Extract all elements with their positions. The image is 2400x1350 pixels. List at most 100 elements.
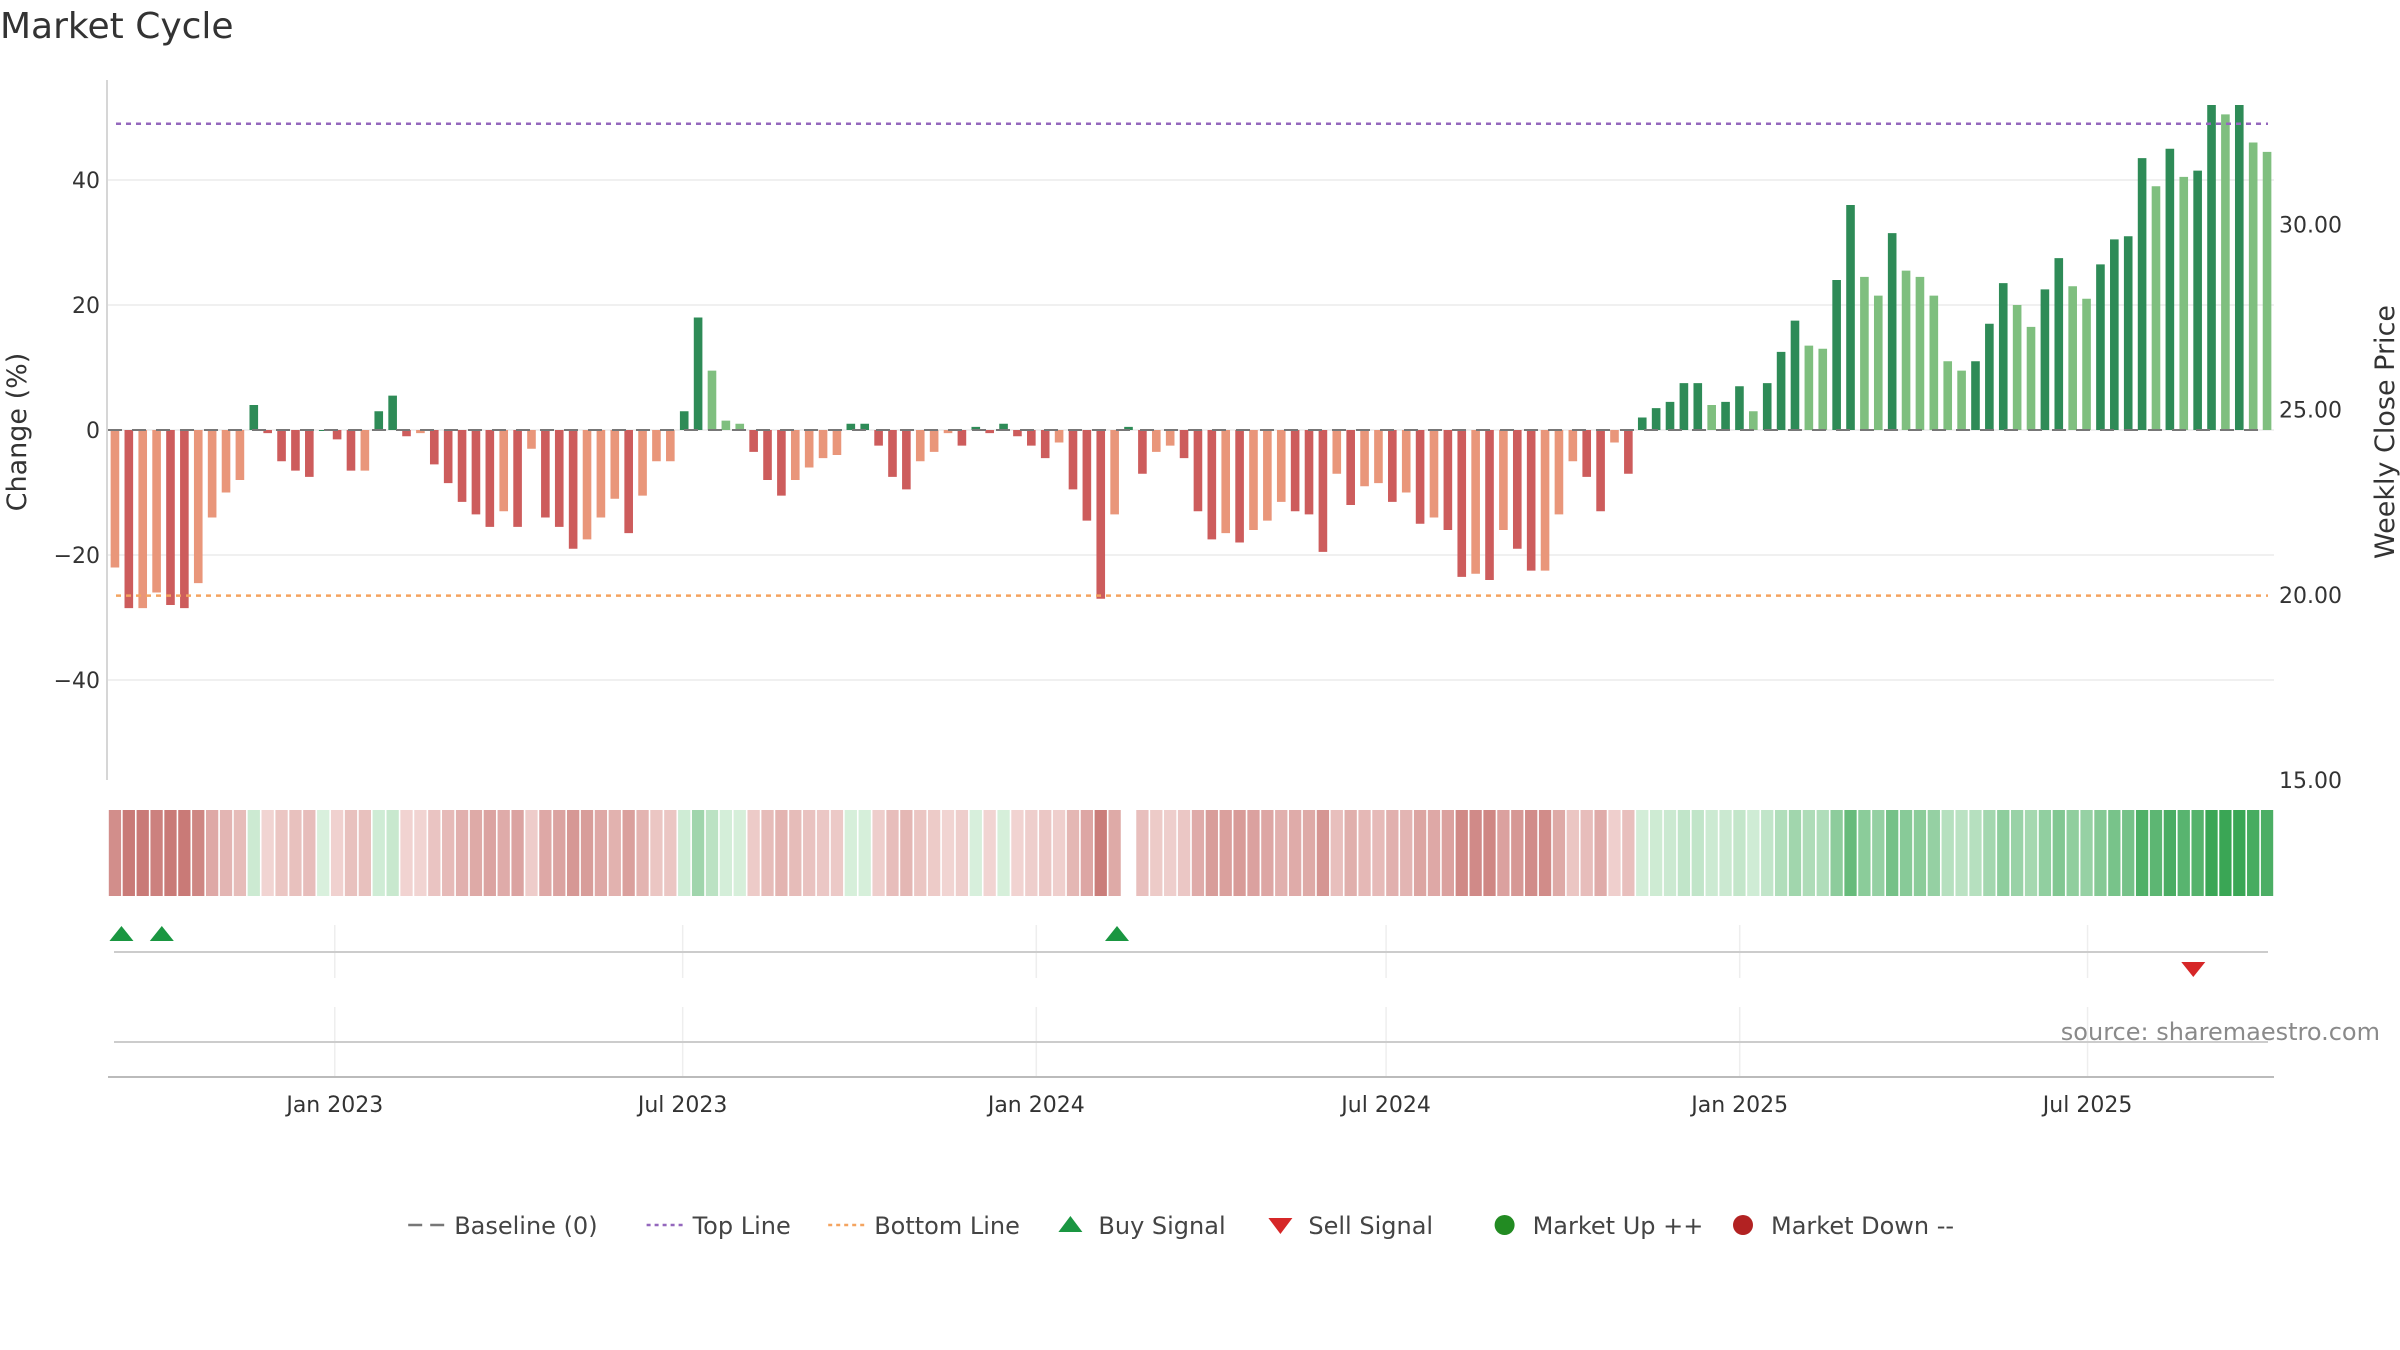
change-bar: [915, 430, 925, 462]
momentum-heat-strip: [108, 810, 2274, 896]
heat-cell: [1886, 810, 1899, 896]
heat-cell: [1177, 810, 1191, 896]
heat-cell: [1733, 810, 1746, 896]
heat-cell: [344, 810, 358, 896]
heat-cell: [1872, 810, 1885, 896]
change-bar: [2165, 148, 2175, 430]
heat-cell: [636, 810, 649, 896]
heat-cell: [650, 810, 663, 896]
heat-cell: [511, 810, 524, 896]
heat-cell: [1997, 810, 2010, 896]
change-bar: [416, 430, 425, 434]
change-bar: [235, 430, 245, 480]
change-bar: [1471, 430, 1480, 574]
heat-cell: [1275, 810, 1288, 896]
right-tick-label: 15.00: [2279, 769, 2342, 794]
heat-cell: [2260, 810, 2274, 896]
heat-cell: [955, 810, 969, 896]
change-bar: [180, 430, 189, 609]
change-bar: [1165, 430, 1175, 446]
heat-cell: [1191, 810, 1205, 896]
heat-cell: [358, 810, 371, 896]
reference-lines: [108, 122, 2268, 597]
change-bar: [527, 430, 536, 449]
heat-cell: [1066, 810, 1080, 896]
heat-cell: [1150, 810, 1163, 896]
heat-cell: [941, 810, 955, 896]
heat-cell: [969, 810, 982, 896]
change-bar: [2082, 298, 2091, 430]
change-bar: [1596, 430, 1605, 512]
heat-cell: [1719, 810, 1732, 896]
legend: Baseline (0) Top Line Bottom Line Buy Signa…: [408, 1212, 1954, 1240]
heat-cell: [2135, 810, 2149, 896]
change-bar: [166, 430, 175, 605]
heat-cell: [858, 810, 871, 896]
heat-cell: [1344, 810, 1357, 896]
change-bar: [1624, 430, 1633, 474]
change-bar: [1915, 276, 1925, 431]
change-bar: [1512, 430, 1522, 549]
heat-cell: [2052, 810, 2065, 896]
source-text: source: sharemaestro.com: [2061, 1018, 2380, 1046]
heat-cell: [275, 810, 288, 896]
change-bar: [624, 430, 633, 534]
heat-cell: [414, 810, 427, 896]
heat-cell: [192, 810, 205, 896]
change-bar: [985, 430, 994, 434]
heat-cell: [566, 810, 580, 896]
change-bar: [554, 430, 564, 527]
change-bar: [2193, 170, 2202, 431]
change-bar: [1887, 233, 1897, 431]
change-bar: [2151, 186, 2161, 430]
change-bar: [874, 430, 883, 446]
change-bar: [999, 423, 1008, 430]
change-bar: [1388, 430, 1397, 502]
heat-cell: [1441, 810, 1454, 896]
x-axis-ticks: Jan 2023 Jul 2023 Jan 2024 Jul 2024 Jan 2025…: [284, 1093, 2132, 1118]
change-bar: [763, 430, 772, 480]
heat-cell: [247, 810, 260, 896]
change-bar: [1610, 430, 1619, 443]
heat-cell: [525, 810, 538, 896]
change-bar: [318, 430, 328, 431]
change-bar: [1735, 386, 1744, 430]
heat-cell: [233, 810, 247, 896]
sell-signal-marker: [2181, 962, 2206, 977]
heat-cell: [1955, 810, 1968, 896]
x-tick-label: Jul 2025: [2041, 1093, 2133, 1118]
heat-cell: [886, 810, 899, 896]
heat-cell: [1219, 810, 1232, 896]
heat-cell: [1802, 810, 1815, 896]
heat-cell: [289, 810, 302, 896]
signal-panel: [114, 925, 2268, 978]
change-bar: [124, 430, 134, 609]
legend-label: Market Up ++: [1533, 1212, 1704, 1240]
heat-cell: [1858, 810, 1871, 896]
heat-cell: [1025, 810, 1038, 896]
chart-title: Market Cycle: [0, 6, 234, 47]
heat-cell: [1052, 810, 1066, 896]
heat-cell: [1594, 810, 1607, 896]
heat-cell: [1302, 810, 1316, 896]
change-bar: [1860, 276, 1869, 431]
legend-item: Sell Signal: [1268, 1212, 1433, 1240]
heat-cell: [219, 810, 233, 896]
legend-label: Sell Signal: [1308, 1212, 1433, 1240]
change-bar: [1082, 430, 1092, 521]
change-bar: [777, 430, 786, 496]
change-bar: [374, 411, 384, 430]
heat-cell: [622, 810, 635, 896]
triangle-down-icon: [1268, 1218, 1293, 1234]
change-bar: [2179, 176, 2189, 431]
change-bar: [596, 430, 606, 518]
heat-cell: [1261, 810, 1274, 896]
change-bar: [2262, 151, 2272, 431]
buy-signal-marker: [1105, 926, 1130, 941]
heat-cell: [816, 810, 830, 896]
change-bar: [110, 430, 120, 568]
heat-cell: [1511, 810, 1524, 896]
left-tick-label: 20: [72, 294, 100, 319]
heat-cell: [2233, 810, 2246, 896]
